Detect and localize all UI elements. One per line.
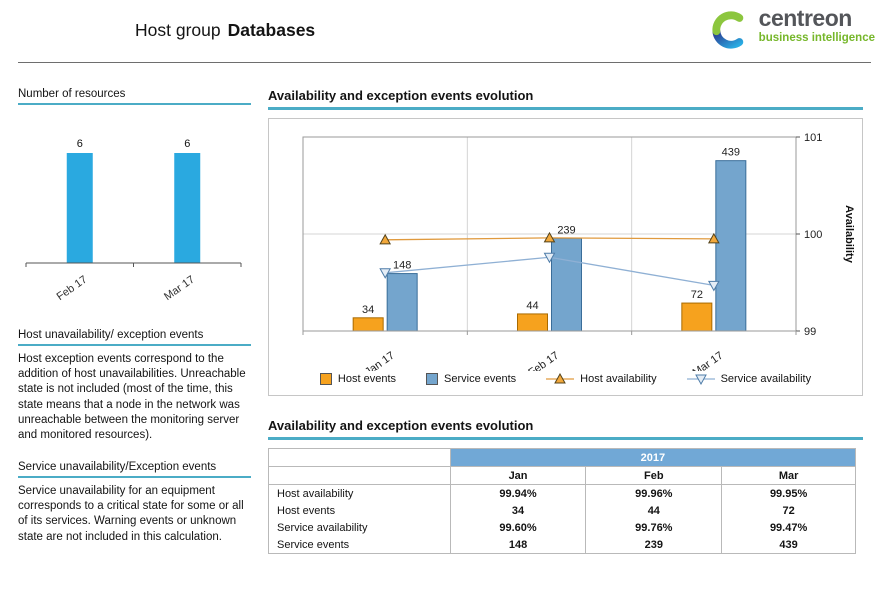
legend-item-service-events: Service events [426, 373, 516, 385]
legend-label: Service events [444, 373, 517, 385]
availability-chart-panel: 34 44 72 148 239 439 99 100 101 Availability Jan 1… [268, 118, 863, 396]
host-events-bar [517, 313, 548, 332]
table-cell: 34 [449, 502, 587, 519]
legend-label: Host events [337, 373, 397, 385]
availability-combo-chart: 34 44 72 148 239 439 99 100 101 Availability Jan 1… [302, 132, 855, 371]
table-row-service-events: Service events 148 239 439 [268, 536, 856, 554]
service-availability-swatch [686, 374, 715, 385]
y-axis-tick-label: 99 [804, 326, 816, 338]
host-availability-marker [543, 231, 556, 243]
service-unavailability-heading: Service unavailability/Exception events [18, 461, 251, 479]
host-availability-marker [707, 232, 720, 244]
service-events-bar [715, 160, 747, 332]
table-year-row: 2017 [268, 448, 857, 467]
service-availability-marker [707, 280, 720, 292]
table-year-header: 2017 [449, 448, 857, 467]
table-col-mar: Mar [721, 466, 856, 485]
table-section-heading: Availability and exception events evolut… [268, 418, 863, 440]
main-content: Availability and exception events evolut… [268, 88, 863, 554]
category-label: Mar 17 [691, 350, 726, 371]
availability-table: 2017 Jan Feb Mar Host availability 99.94… [268, 448, 857, 554]
host-events-bar [352, 317, 384, 332]
page-title-prefix: Host group [135, 20, 221, 40]
table-cell: 44 [585, 502, 723, 519]
resource-bar [66, 153, 93, 263]
table-cell: 99.76% [585, 519, 723, 536]
category-label: Feb 17 [55, 274, 90, 303]
y-axis-tick-label: 100 [804, 229, 822, 241]
service-events-swatch [426, 373, 439, 385]
table-cell: 99.47% [721, 519, 856, 536]
service-events-bar [386, 273, 418, 332]
resources-bar-chart: 6 Feb 17 6 Mar 17 [25, 138, 242, 303]
host-events-value-label: 44 [526, 300, 538, 312]
table-month-row: Jan Feb Mar [268, 466, 856, 485]
centreon-logo: centreon business intelligence [708, 7, 875, 53]
table-cell: 72 [721, 502, 856, 519]
table-cell: 439 [721, 536, 856, 554]
logo-text: centreon business intelligence [759, 7, 875, 45]
legend-label: Service availability [720, 373, 812, 385]
table-row-host-availability: Host availability 99.94% 99.96% 99.95% [268, 484, 856, 502]
header-divider [18, 62, 871, 63]
table-cell: 99.96% [585, 484, 723, 502]
service-availability-marker [543, 252, 556, 264]
service-events-value-label: 439 [722, 147, 740, 159]
resource-bar-value: 6 [77, 138, 83, 150]
service-events-value-label: 148 [393, 260, 411, 272]
legend-item-host-availability: Host availability [546, 373, 657, 385]
legend-item-host-events: Host events [319, 373, 397, 385]
table-cell: 99.60% [449, 519, 587, 536]
table-row-service-availability: Service availability 99.60% 99.76% 99.47… [268, 519, 856, 536]
table-row-host-events: Host events 34 44 72 [268, 502, 856, 519]
row-label: Host events [268, 502, 451, 519]
host-unavailability-text: Host exception events correspond to the … [18, 353, 246, 441]
host-events-value-label: 34 [362, 304, 374, 316]
host-unavailability-heading: Host unavailability/ exception events [18, 329, 251, 346]
table-corner-cell [268, 448, 451, 467]
table-cell: 99.94% [449, 484, 587, 502]
category-label: Jan 17 [363, 350, 397, 371]
row-label: Host availability [268, 484, 451, 502]
logo-wordmark: centreon [758, 5, 853, 31]
row-label: Service events [268, 536, 451, 554]
table-col-jan: Jan [449, 466, 587, 485]
resource-bar-value: 6 [184, 138, 190, 150]
service-unavailability-text: Service unavailability for an equipment … [18, 485, 244, 543]
page-title-group: Databases [227, 20, 316, 40]
y-axis-title: Availability [843, 205, 855, 264]
category-label: Feb 17 [526, 350, 561, 371]
chart-section-heading: Availability and exception events evolut… [268, 88, 863, 110]
row-label: Service availability [268, 519, 451, 536]
resource-bar [174, 153, 201, 263]
table-cell: 239 [585, 536, 723, 554]
category-label: Mar 17 [162, 274, 197, 303]
host-availability-marker [379, 233, 392, 245]
service-events-bar [551, 237, 582, 332]
service-events-value-label: 239 [557, 224, 575, 236]
centreon-logo-icon [712, 11, 743, 49]
host-events-swatch [319, 373, 332, 385]
page-title: Host group Databases [135, 20, 315, 41]
logo-tagline: business intelligence [758, 32, 875, 44]
legend-label: Host availability [580, 373, 657, 385]
chart-legend: Host events Service events Host availabili… [271, 371, 860, 393]
service-availability-marker [379, 268, 392, 279]
table-cell: 148 [449, 536, 587, 554]
y-axis-tick-label: 101 [804, 132, 822, 144]
host-events-value-label: 72 [691, 289, 703, 301]
table-corner-cell [268, 466, 451, 485]
resources-heading: Number of resources [18, 88, 251, 105]
legend-item-service-availability: Service availability [686, 373, 812, 385]
host-events-bar [681, 302, 713, 332]
host-availability-swatch [546, 373, 575, 384]
sidebar: Number of resources 6 Feb 17 6 Mar 17 Host … [18, 88, 251, 563]
table-col-feb: Feb [585, 466, 723, 485]
table-cell: 99.95% [721, 484, 856, 502]
